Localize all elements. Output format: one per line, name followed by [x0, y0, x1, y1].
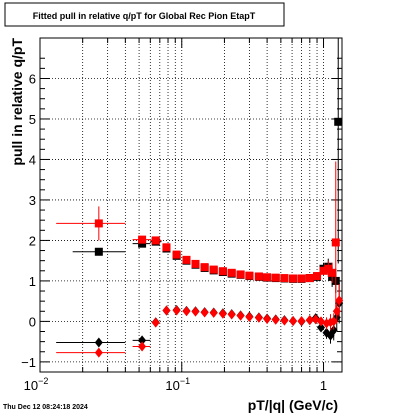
y-tick-label: 0 — [29, 314, 36, 329]
data-point — [334, 117, 343, 126]
y-tick-label: 2 — [29, 233, 36, 248]
data-point — [138, 335, 147, 346]
y-tick-label: −1 — [21, 355, 36, 370]
data-point — [317, 322, 326, 333]
plot-frame — [39, 37, 343, 373]
y-tick-label: 3 — [29, 193, 36, 208]
y-tick-label: 1 — [29, 274, 36, 289]
data-point — [289, 274, 298, 283]
data-point — [209, 307, 218, 318]
data-point — [162, 305, 171, 316]
data-point — [324, 264, 333, 273]
y-axis-label: pull in relative q/pT — [9, 38, 25, 166]
grid-lines — [39, 38, 342, 372]
chart-title: Fitted pull in relative q/pT for Global … — [33, 11, 256, 21]
data-point — [297, 274, 306, 283]
axis-ticks — [39, 38, 342, 372]
data-point — [335, 295, 344, 306]
data-point — [151, 317, 160, 328]
data-point — [138, 239, 147, 248]
data-point — [138, 235, 147, 244]
x-tick-label: 10−2 — [24, 376, 49, 393]
data-point — [218, 267, 227, 276]
y-tick-label: 4 — [29, 152, 36, 167]
data-point — [94, 219, 103, 228]
data-point — [280, 315, 289, 326]
data-point — [94, 347, 103, 358]
data-point — [263, 273, 272, 282]
data-point — [289, 315, 298, 326]
data-point — [191, 306, 200, 317]
data-point — [254, 272, 263, 281]
data-point — [94, 247, 103, 256]
data-point — [172, 305, 181, 316]
data-point — [138, 341, 147, 352]
series-2 — [56, 282, 344, 348]
data-point — [227, 309, 236, 320]
data-point — [313, 272, 322, 281]
data-point — [328, 268, 337, 277]
data-point — [200, 263, 209, 272]
data-point — [280, 274, 289, 283]
data-point — [200, 307, 209, 318]
data-point — [305, 274, 314, 283]
y-tick-label: 6 — [29, 71, 36, 86]
series-3 — [56, 284, 344, 358]
data-point — [94, 337, 103, 348]
data-point — [182, 255, 191, 264]
data-point — [263, 313, 272, 324]
y-tick-label: 5 — [29, 112, 36, 127]
data-point — [319, 266, 328, 275]
data-point — [191, 259, 200, 268]
x-tick-label: 1 — [320, 378, 327, 393]
data-point — [162, 243, 171, 252]
x-axis-label: pT/|q| (GeV/c) — [248, 397, 338, 413]
data-points — [56, 38, 344, 358]
data-point — [329, 316, 338, 327]
data-point — [151, 236, 160, 245]
data-point — [218, 308, 227, 319]
timestamp: Thu Dec 12 08:24:18 2024 — [3, 404, 88, 411]
data-point — [236, 270, 245, 279]
x-tick-exponent: −2 — [38, 376, 48, 386]
data-point — [182, 306, 191, 317]
data-point — [271, 273, 280, 282]
data-point — [172, 250, 181, 259]
data-point — [209, 265, 218, 274]
x-tick-exponent: −1 — [180, 376, 190, 386]
data-point — [297, 315, 306, 326]
data-point — [245, 271, 254, 280]
series-1 — [56, 161, 340, 324]
x-tick-base: 10 — [165, 378, 179, 393]
data-point — [245, 311, 254, 322]
chart-title-box: Fitted pull in relative q/pT for Global … — [4, 2, 285, 27]
x-tick-label: 10−1 — [165, 376, 190, 393]
data-point — [227, 268, 236, 277]
data-point — [254, 312, 263, 323]
data-point — [305, 315, 314, 326]
x-tick-base: 1 — [320, 378, 327, 393]
data-point — [329, 325, 338, 336]
data-point — [271, 314, 280, 325]
data-point — [331, 238, 340, 247]
data-point — [236, 310, 245, 321]
x-tick-base: 10 — [24, 378, 38, 393]
